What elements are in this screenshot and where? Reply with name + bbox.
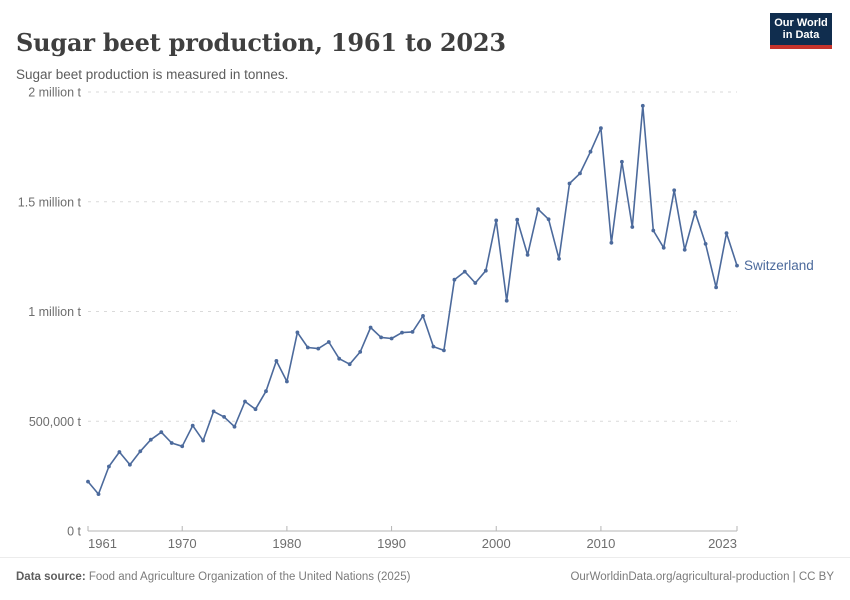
- data-point: [295, 330, 300, 335]
- data-point: [389, 336, 394, 341]
- data-source-label: Data source:: [16, 571, 86, 583]
- owid-logo: Our World in Data: [770, 13, 832, 49]
- data-point: [347, 362, 352, 367]
- data-point: [190, 423, 195, 428]
- data-point: [274, 359, 279, 363]
- data-point: [243, 399, 247, 404]
- data-point: [620, 159, 624, 164]
- data-point: [630, 225, 635, 229]
- data-point: [285, 379, 289, 384]
- data-point: [326, 340, 331, 344]
- data-point: [368, 325, 373, 330]
- owid-logo-line1: Our World: [774, 17, 828, 29]
- data-point: [462, 269, 467, 274]
- data-point: [138, 449, 143, 454]
- data-point: [337, 356, 342, 361]
- data-point: [515, 217, 520, 222]
- data-source-text: Food and Agriculture Organization of the…: [85, 571, 411, 583]
- data-point: [253, 407, 258, 412]
- data-point: [159, 430, 164, 435]
- x-axis-tick-label: 2010: [586, 536, 615, 551]
- series-label: Switzerland: [744, 258, 814, 273]
- x-axis-tick-label: 1970: [168, 536, 197, 551]
- data-point: [473, 281, 478, 285]
- data-point: [609, 240, 614, 245]
- data-point: [211, 409, 216, 414]
- data-point: [578, 171, 582, 176]
- data-point: [651, 228, 656, 233]
- data-point: [661, 245, 666, 250]
- data-point: [452, 277, 457, 282]
- data-point: [714, 285, 718, 290]
- data-point: [735, 263, 739, 268]
- owid-citation-link[interactable]: OurWorldinData.org/agricultural-producti…: [570, 571, 834, 583]
- data-point: [400, 330, 404, 335]
- data-point: [96, 492, 101, 496]
- data-point: [148, 437, 153, 442]
- data-point: [305, 345, 310, 350]
- data-point: [640, 103, 645, 108]
- y-axis-tick-label: 500,000 t: [29, 415, 82, 429]
- data-point: [232, 424, 237, 429]
- x-axis-tick-label: 2000: [482, 536, 511, 551]
- data-point: [525, 253, 530, 257]
- y-axis-tick-label: 2 million t: [28, 86, 81, 100]
- data-point: [107, 464, 111, 469]
- data-point: [316, 346, 321, 351]
- data-point: [567, 181, 572, 186]
- data-point: [222, 415, 227, 419]
- data-point: [557, 256, 561, 261]
- data-point: [379, 335, 383, 340]
- data-point: [201, 438, 206, 443]
- chart-footer: Data source: Food and Agriculture Organi…: [0, 557, 850, 600]
- data-point: [169, 441, 174, 445]
- data-point: [703, 242, 708, 246]
- data-line: [87, 105, 738, 495]
- data-point: [421, 314, 425, 318]
- data-point: [264, 389, 268, 394]
- data-point: [599, 126, 603, 131]
- data-point: [693, 210, 697, 215]
- x-axis-tick-label: 1961: [88, 536, 117, 551]
- y-axis-tick-label: 1 million t: [28, 305, 81, 319]
- data-point: [86, 479, 90, 484]
- data-point: [588, 149, 593, 154]
- data-point: [127, 462, 132, 467]
- data-point: [117, 450, 122, 454]
- data-point: [431, 344, 436, 349]
- data-point: [358, 350, 363, 354]
- data-point: [504, 298, 509, 303]
- page-title: Sugar beet production, 1961 to 2023: [16, 28, 506, 58]
- data-point: [494, 218, 499, 223]
- data-point: [536, 207, 540, 212]
- y-axis-tick-label: 0 t: [67, 525, 81, 539]
- data-point: [672, 188, 677, 193]
- data-point: [546, 217, 551, 222]
- data-point: [180, 444, 185, 449]
- owid-logo-line2: in Data: [782, 29, 820, 41]
- data-point: [442, 348, 446, 353]
- page-subtitle: Sugar beet production is measured in ton…: [16, 66, 289, 82]
- data-point: [483, 268, 488, 273]
- y-axis-tick-label: 1.5 million t: [18, 195, 82, 209]
- data-source-note: Data source: Food and Agriculture Organi…: [16, 571, 410, 583]
- x-axis-tick-label: 1990: [377, 536, 406, 551]
- data-point: [682, 247, 687, 252]
- data-point: [410, 330, 415, 334]
- x-axis-tick-label: 2023: [708, 536, 737, 551]
- x-axis-tick-label: 1980: [272, 536, 301, 551]
- data-point: [724, 231, 729, 236]
